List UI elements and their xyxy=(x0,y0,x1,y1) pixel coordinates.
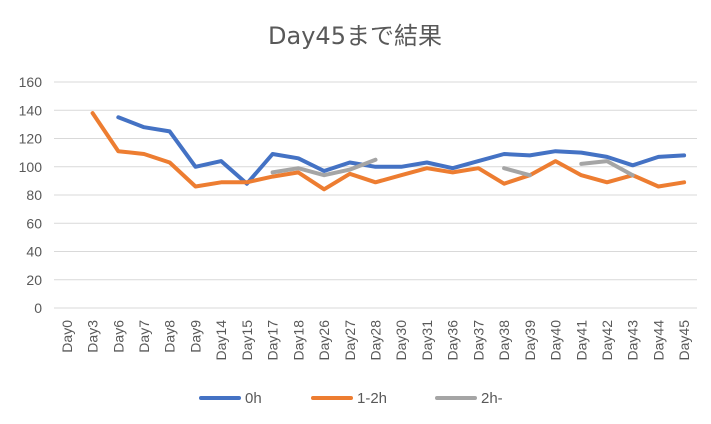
legend-item: 0h xyxy=(199,390,262,407)
x-tick-label: Day15 xyxy=(239,320,255,361)
series-segment xyxy=(502,166,532,178)
series-0h-line xyxy=(116,115,687,186)
series-2h--line xyxy=(270,157,635,178)
x-tick-label: Day40 xyxy=(548,320,564,361)
y-tick-label: 20 xyxy=(26,272,42,288)
chart-title: Day45まで結果 xyxy=(268,22,442,50)
x-tick-label: Day28 xyxy=(368,320,384,361)
x-tick-label: Day39 xyxy=(522,320,538,361)
y-tick-label: 40 xyxy=(26,244,42,260)
x-tick-label: Day6 xyxy=(110,320,126,353)
y-tick-label: 160 xyxy=(19,74,43,90)
x-tick-label: Day36 xyxy=(445,320,461,361)
y-tick-label: 0 xyxy=(34,300,42,316)
x-tick-label: Day17 xyxy=(265,320,281,361)
series-1-2h-line xyxy=(90,111,687,192)
x-tick-label: Day42 xyxy=(599,320,615,361)
x-tick-label: Day30 xyxy=(393,320,409,361)
x-tick-label: Day18 xyxy=(290,320,306,361)
x-tick-label: Day44 xyxy=(650,320,666,361)
series-segment xyxy=(116,115,687,186)
legend-label: 2h- xyxy=(481,390,503,407)
x-tick-label: Day27 xyxy=(342,320,358,361)
y-tick-label: 80 xyxy=(26,187,42,203)
series-segment xyxy=(90,111,687,192)
x-tick-label: Day9 xyxy=(187,320,203,353)
x-tick-label: Day7 xyxy=(136,320,152,353)
legend-item: 2h- xyxy=(435,390,503,407)
x-tick-label: Day26 xyxy=(316,320,332,361)
x-tick-label: Day14 xyxy=(213,320,229,361)
y-tick-label: 120 xyxy=(19,131,43,147)
x-tick-label: Day31 xyxy=(419,320,435,361)
x-tick-label: Day37 xyxy=(470,320,486,361)
x-tick-label: Day8 xyxy=(162,320,178,353)
legend-label: 0h xyxy=(245,390,262,407)
y-tick-label: 100 xyxy=(19,159,43,175)
legend-item: 1-2h xyxy=(311,390,387,407)
y-tick-label: 140 xyxy=(19,102,43,118)
x-tick-label: Day43 xyxy=(625,320,641,361)
x-tick-label: Day3 xyxy=(85,320,101,353)
y-tick-label: 60 xyxy=(26,215,42,231)
x-tick-label: Day0 xyxy=(59,320,75,353)
x-tick-label: Day45 xyxy=(676,320,692,361)
legend-label: 1-2h xyxy=(357,390,387,407)
x-tick-label: Day38 xyxy=(496,320,512,361)
series-segment xyxy=(579,159,635,178)
series-segment xyxy=(270,157,378,178)
x-tick-label: Day41 xyxy=(573,320,589,361)
